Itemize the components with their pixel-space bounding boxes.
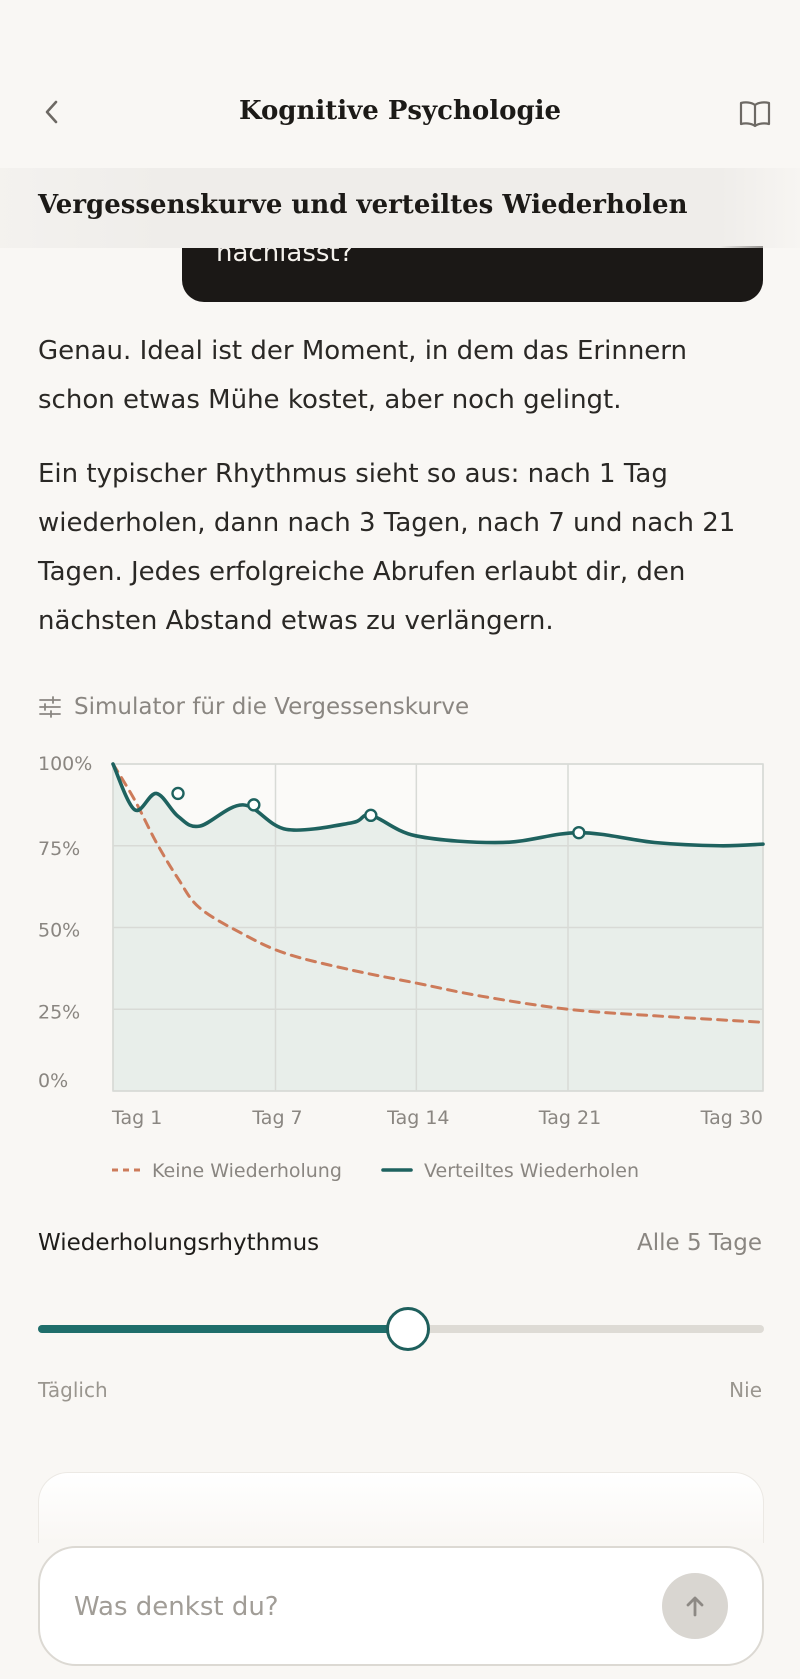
section-title: Vergessenskurve und verteiltes Wiederhol… [38,190,688,220]
y-tick-label: 25% [38,1001,80,1023]
plot-border [112,763,764,1092]
page-title: Kognitive Psychologie [238,96,562,126]
y-tick-label: 50% [38,920,80,942]
composer [38,1546,764,1666]
sliders-icon [39,696,61,718]
spaced-repetition-line [111,762,765,848]
slider-min-label: Täglich [38,1378,108,1402]
forgetting-curve-chart: 100% 75% 50% 25% 0% Tag 1 Tag 7 Tag 14 Tag 21 Tag… [38,753,765,1182]
repetition-marker [171,786,185,801]
faded-card [38,1472,764,1543]
book-button[interactable] [734,94,776,134]
simulator-label: Simulator für die Vergessenskurve [74,694,470,720]
repetition-marker [364,808,378,823]
slider-fill [38,1325,409,1333]
arrow-up-icon [686,1596,704,1617]
x-tick-label: Tag 30 [700,1107,763,1129]
message-input[interactable] [72,1584,616,1630]
assistant-paragraph-1: Genau. Ideal ist der Moment, in dem das … [38,336,688,415]
slider-title: Wiederholungsrhythmus [38,1230,320,1256]
x-tick-label: Tag 7 [251,1107,302,1129]
simulator-label-row: Simulator für die Vergessenskurve [38,694,469,720]
slider-value: Alle 5 Tage [636,1230,762,1256]
x-tick-label: Tag 1 [111,1107,162,1129]
legend-label-spaced: Verteiltes Wiederholen [424,1160,639,1182]
slider-thumb[interactable] [386,1307,431,1351]
rhythm-slider[interactable] [38,1307,764,1351]
repetition-marker [572,825,586,840]
chevron-left-icon [45,100,58,124]
back-button[interactable] [34,92,70,132]
y-tick-label: 75% [38,838,80,860]
section-header-bar [0,168,800,248]
legend-label-no-repetition: Keine Wiederholung [152,1160,342,1182]
repetition-marker [247,798,261,812]
user-message-bubble: nachlässt? [182,246,763,302]
x-tick-label: Tag 21 [538,1107,601,1129]
book-open-icon [739,101,771,128]
assistant-paragraph-2: Ein typischer Rhythmus sieht so aus: nac… [38,459,736,636]
user-message-text: nachlässt? [216,246,354,268]
slider-max-label: Nie [729,1378,762,1402]
header: Kognitive Psychologie [0,0,800,170]
send-button[interactable] [662,1573,728,1639]
no-repetition-line [111,762,765,1024]
y-tick-label: 0% [38,1070,68,1092]
y-tick-label: 100% [38,753,92,775]
x-tick-label: Tag 14 [386,1107,449,1129]
